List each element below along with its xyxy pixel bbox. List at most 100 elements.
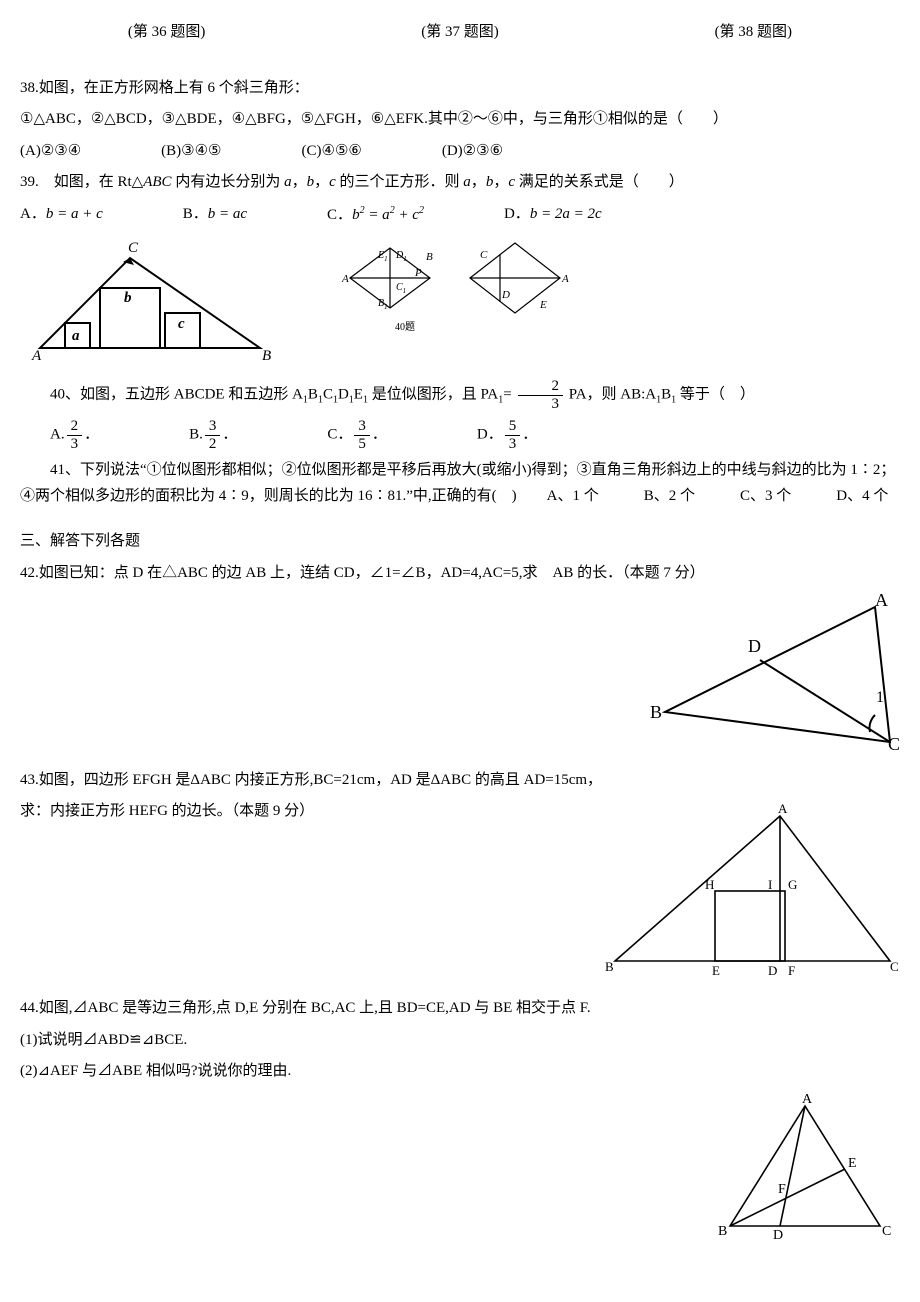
q44-e: E [848, 1156, 857, 1171]
f2-a2: A [561, 273, 569, 285]
f2-cap: 40题 [395, 321, 415, 333]
f2-e: E [539, 299, 547, 311]
q40-t1: 40、如图，五边形 ABCDE 和五边形 A [50, 386, 303, 402]
q39-b-eq: b = ac [208, 206, 247, 222]
caption-36: (第 36 题图) [128, 20, 206, 46]
q39-d-pre: D． [504, 206, 530, 222]
q40-t7: = [503, 386, 511, 402]
q44-l1: 44.如图,⊿ABC 是等边三角形,点 D,E 分别在 BC,AC 上,且 BD… [20, 996, 900, 1022]
q38-stem: 38.如图，在正方形网格上有 6 个斜三角形： [20, 76, 900, 102]
q40-ap: A. [50, 426, 65, 442]
q38-opt-b: (B)③④⑤ [161, 139, 221, 165]
q39-figures: A B C a b c A B E1 D1 B1 C1 P C A D E 40… [20, 238, 900, 368]
q40-a: A.23． [50, 418, 99, 452]
q39-a: a [284, 174, 292, 190]
q40-bd: 2 [205, 436, 221, 453]
q41-text: 41、下列说法“①位似图形都相似；②位似图形都是平移后再放大(或缩小)得到；③直… [20, 458, 900, 509]
q43-i: I [768, 877, 772, 892]
f2-c1: C1 [396, 282, 406, 295]
q39-d-eq: b = 2a = 2c [530, 206, 602, 222]
q42-d: D [748, 636, 761, 656]
q38-options: (A)②③④ (B)③④⑤ (C)④⑤⑥ (D)②③⑥ [20, 139, 900, 165]
q39-txt1: 39. 如图，在 Rt△ [20, 174, 143, 190]
q39-c-a: = a [365, 207, 390, 223]
q44-d: D [773, 1228, 783, 1241]
q40-dd: 3 [505, 436, 521, 453]
q44-c: C [882, 1224, 891, 1239]
q42-a: A [875, 592, 888, 610]
q44-f: F [778, 1182, 786, 1197]
q42-figure: A B C D 1 [640, 592, 900, 762]
section-3-heading: 三、解答下列各题 [20, 529, 900, 555]
q42-text: 42.如图已知：点 D 在△ABC 的边 AB 上，连结 CD，∠1=∠B，AD… [20, 561, 900, 587]
q43-g: G [788, 877, 797, 892]
q39-c-c: + c [395, 207, 419, 223]
fig1-b: B [262, 348, 271, 364]
fig1-c: C [128, 240, 139, 256]
q40-bpo: ． [222, 426, 237, 442]
q39-opt-a: A．b = a + c [20, 202, 103, 229]
q39-a2: a [463, 174, 471, 190]
q38-list: ①△ABC，②△BCD，③△BDE，④△BFG，⑤△FGH，⑥△EFK.其中②～… [20, 107, 900, 133]
q40-fd: 3 [518, 396, 564, 413]
fig1-lc: c [178, 316, 185, 332]
q39-options: A．b = a + c B．b = ac C．b2 = a2 + c2 D．b … [20, 202, 900, 229]
fig1-lb: b [124, 290, 132, 306]
f2-c: C [480, 249, 488, 261]
q43-l1: 43.如图，四边形 EFGH 是ΔABC 内接正方形,BC=21cm，AD 是Δ… [20, 768, 900, 794]
q40-bp: B. [189, 426, 203, 442]
q39-fig2: A B E1 D1 B1 C1 P C A D E 40题 [340, 238, 570, 368]
q42-b: B [650, 702, 662, 722]
q43-c: C [890, 959, 899, 974]
q38-opt-d: (D)②③⑥ [442, 139, 503, 165]
q40-ad: 3 [67, 436, 83, 453]
q39-a-pre: A． [20, 206, 46, 222]
q40-t6: 是位似图形，且 PA [368, 386, 498, 402]
fig1-la: a [72, 328, 80, 344]
q40-t10: 等于（ ） [676, 386, 755, 402]
q43-f: F [788, 963, 795, 978]
q40-d: D．53． [477, 418, 537, 452]
q40-cp: C． [327, 426, 352, 442]
q40-apo: ． [84, 426, 99, 442]
q39-c-b: b [352, 207, 360, 223]
q40-t5: E [354, 386, 363, 402]
caption-row: (第 36 题图) (第 37 题图) (第 38 题图) [20, 20, 900, 46]
q40-t2: B [308, 386, 318, 402]
q39-stem: 39. 如图，在 Rt△ABC 内有边长分别为 a，b，c 的三个正方形．则 a… [20, 170, 900, 196]
q40-stem: 40、如图，五边形 ABCDE 和五边形 A1B1C1D1E1 是位似图形，且 … [20, 378, 900, 412]
q40-dpo: ． [522, 426, 537, 442]
q39-opt-b: B．b = ac [183, 202, 247, 229]
q39-txt4: 满足的关系式是（ ） [515, 174, 684, 190]
f2-d: D [501, 289, 510, 301]
q40-an: 2 [67, 418, 83, 436]
q43-a: A [778, 801, 788, 816]
f2-b1: B1 [378, 298, 388, 311]
q44-a: A [802, 1092, 813, 1107]
q39-b: b [307, 174, 315, 190]
q40-t8: PA，则 AB:A [569, 386, 656, 402]
q40-fn: 2 [518, 378, 564, 396]
f2-p: P [414, 267, 422, 279]
q39-c: c [329, 174, 336, 190]
caption-38: (第 38 题图) [715, 20, 793, 46]
q44-l2: (1)试说明⊿ABD≌⊿BCE. [20, 1028, 900, 1054]
q40-b: B.32． [189, 418, 237, 452]
q40-frac: 23 [518, 378, 564, 412]
q39-txt3: 的三个正方形．则 [336, 174, 464, 190]
q38-opt-a: (A)②③④ [20, 139, 81, 165]
q40-t4: D [338, 386, 349, 402]
q40-dn: 5 [505, 418, 521, 436]
q40-c: C．35． [327, 418, 387, 452]
q39-c-pre: C． [327, 207, 352, 223]
q39-c2: c [508, 174, 515, 190]
q43-h: H [705, 877, 714, 892]
q40-cpo: ． [372, 426, 387, 442]
caption-37: (第 37 题图) [421, 20, 499, 46]
q43-figure: A B C H G I E D F [600, 801, 900, 991]
q40-cn: 3 [354, 418, 370, 436]
q40-dp: D． [477, 426, 503, 442]
q39-opt-c: C．b2 = a2 + c2 [327, 202, 424, 229]
fig1-a: A [31, 348, 42, 364]
q39-opt-d: D．b = 2a = 2c [504, 202, 602, 229]
